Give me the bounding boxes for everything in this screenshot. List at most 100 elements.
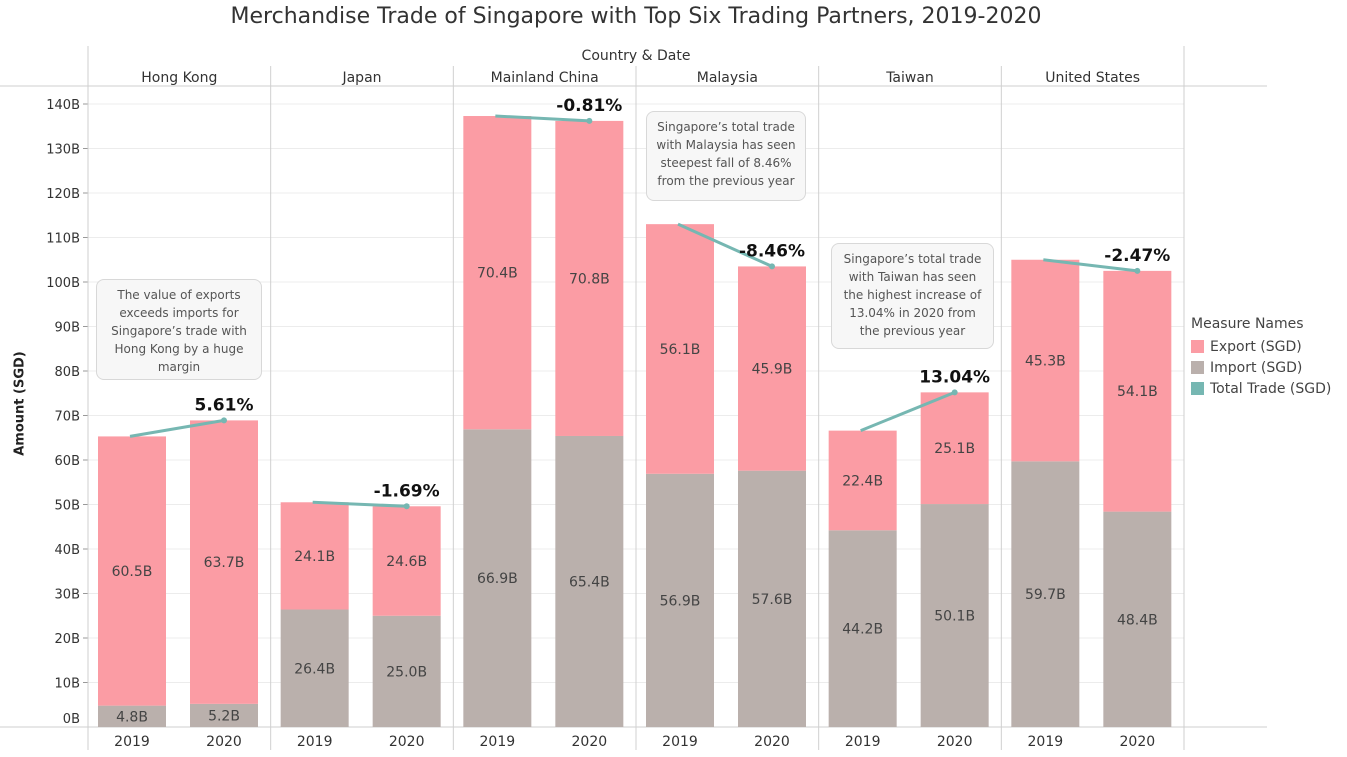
export-value-label: 25.1B: [934, 441, 975, 457]
import-value-label: 25.0B: [386, 664, 427, 680]
import-bar: [1011, 461, 1080, 727]
country-header: United States: [1045, 70, 1140, 86]
change-percent-label: -1.69%: [374, 481, 440, 501]
x-tick-label: 2019: [297, 734, 333, 750]
x-tick-label: 2019: [114, 734, 150, 750]
x-tick-label: 2019: [1028, 734, 1064, 750]
x-tick-label: 2020: [389, 734, 425, 750]
y-tick-label: 40B: [55, 543, 80, 558]
export-bar: [1103, 270, 1172, 512]
export-bar: [463, 116, 532, 430]
country-header: Malaysia: [697, 70, 758, 86]
import-bar: [190, 703, 258, 727]
total-trade-point: [586, 117, 593, 124]
legend-title: Measure Names: [1191, 316, 1304, 332]
x-tick-label: 2020: [206, 734, 242, 750]
export-bar: [280, 502, 349, 610]
total-trade-point: [403, 503, 410, 510]
x-tick-label: 2020: [754, 734, 790, 750]
total-trade-point: [1134, 267, 1141, 274]
export-value-label: 70.4B: [477, 266, 518, 282]
total-trade-line: [1043, 258, 1138, 273]
import-bar: [646, 473, 714, 727]
legend-item-import[interactable]: Import (SGD): [1191, 357, 1331, 378]
change-percent-label: -8.46%: [739, 241, 805, 261]
total-trade-line: [312, 500, 407, 508]
import-bar: [738, 470, 806, 727]
export-bar: [98, 436, 166, 706]
export-bar: [738, 266, 806, 471]
x-tick-label: 2020: [1120, 734, 1156, 750]
import-value-label: 48.4B: [1117, 612, 1158, 628]
total-trade-line: [129, 418, 225, 438]
chart-title: Merchandise Trade of Singapore with Top …: [230, 4, 1042, 29]
export-bar: [646, 224, 714, 474]
y-tick-label: 50B: [55, 499, 80, 514]
total-trade-line: [677, 222, 773, 268]
y-tick-label: 60B: [55, 454, 80, 469]
x-tick-label: 2019: [480, 734, 516, 750]
change-percent-label: -0.81%: [556, 96, 622, 116]
x-tick-label: 2020: [572, 734, 608, 750]
y-tick-label: 110B: [46, 232, 80, 247]
export-bar: [1011, 259, 1080, 462]
country-header: Mainland China: [491, 70, 599, 86]
y-tick-label: 20B: [55, 632, 80, 647]
y-tick-label: 100B: [46, 276, 80, 291]
legend-item-export[interactable]: Export (SGD): [1191, 336, 1331, 357]
export-value-label: 24.1B: [294, 549, 335, 565]
export-bar: [372, 506, 441, 616]
x-tick-label: 2019: [845, 734, 881, 750]
y-tick-label: 10B: [55, 677, 80, 692]
import-bar: [372, 615, 441, 727]
y-tick-label: 140B: [46, 98, 80, 113]
import-bar: [1103, 511, 1172, 727]
legend-item-total-trade[interactable]: Total Trade (SGD): [1191, 378, 1331, 399]
legend: Measure Names Export (SGD) Import (SGD) …: [1191, 316, 1331, 399]
import-value-label: 57.6B: [752, 592, 793, 608]
x-tick-label: 2019: [662, 734, 698, 750]
import-value-label: 44.2B: [842, 622, 883, 638]
country-header: Hong Kong: [141, 70, 217, 86]
export-value-label: 45.9B: [752, 362, 793, 378]
import-value-label: 5.2B: [208, 708, 240, 724]
column-header-title: Country & Date: [581, 48, 691, 64]
legend-swatch-import: [1191, 361, 1204, 374]
total-trade-point: [221, 417, 227, 424]
export-value-label: 60.5B: [112, 564, 153, 580]
y-tick-label: 130B: [46, 143, 80, 158]
change-percent-label: 5.61%: [195, 395, 254, 415]
annotation-taiwan: Singapore’s total trade with Taiwan has …: [831, 243, 994, 349]
y-tick-label: 80B: [55, 365, 80, 380]
import-value-label: 56.9B: [660, 593, 701, 609]
import-bar: [920, 504, 989, 727]
annotation-hong-kong: The value of exports exceeds imports for…: [96, 279, 262, 380]
import-bar: [828, 530, 897, 727]
total-trade-point: [951, 389, 958, 396]
total-trade-line: [495, 114, 590, 123]
import-bar: [463, 429, 532, 727]
y-tick-label: 70B: [55, 410, 80, 425]
country-header: Japan: [341, 70, 381, 86]
change-percent-label: -2.47%: [1104, 246, 1170, 266]
country-header: Taiwan: [885, 70, 934, 86]
export-value-label: 70.8B: [569, 271, 610, 287]
x-tick-label: 2020: [937, 734, 973, 750]
import-bar: [98, 705, 166, 727]
y-tick-label: 90B: [55, 321, 80, 336]
legend-label-export: Export (SGD): [1210, 338, 1302, 355]
export-value-label: 24.6B: [386, 554, 427, 570]
y-tick-label: 30B: [55, 588, 80, 603]
import-value-label: 59.7B: [1025, 587, 1066, 603]
change-percent-label: 13.04%: [919, 367, 990, 387]
legend-label-import: Import (SGD): [1210, 359, 1303, 376]
export-bar: [190, 420, 258, 704]
export-value-label: 56.1B: [660, 342, 701, 358]
y-tick-label: 0B: [63, 712, 80, 727]
import-value-label: 26.4B: [294, 661, 335, 677]
import-bar: [555, 435, 624, 727]
total-trade-point: [769, 263, 775, 270]
total-trade-line: [860, 390, 956, 433]
